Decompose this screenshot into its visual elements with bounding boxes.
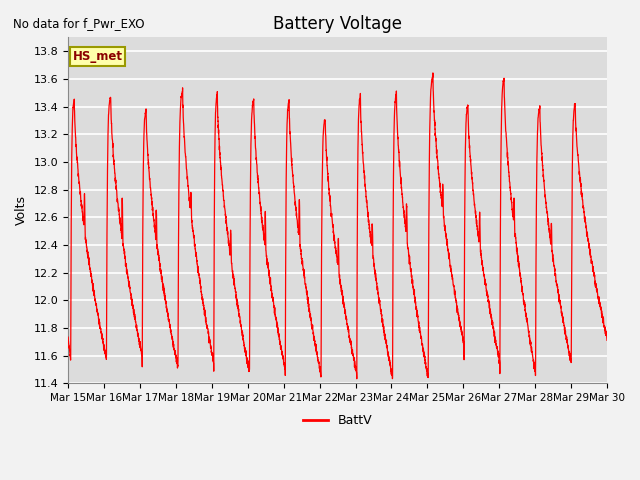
Y-axis label: Volts: Volts xyxy=(15,195,28,225)
Legend: BattV: BattV xyxy=(298,409,378,432)
Text: No data for f_Pwr_EXO: No data for f_Pwr_EXO xyxy=(13,17,144,30)
Text: HS_met: HS_met xyxy=(72,50,122,63)
Title: Battery Voltage: Battery Voltage xyxy=(273,15,402,33)
